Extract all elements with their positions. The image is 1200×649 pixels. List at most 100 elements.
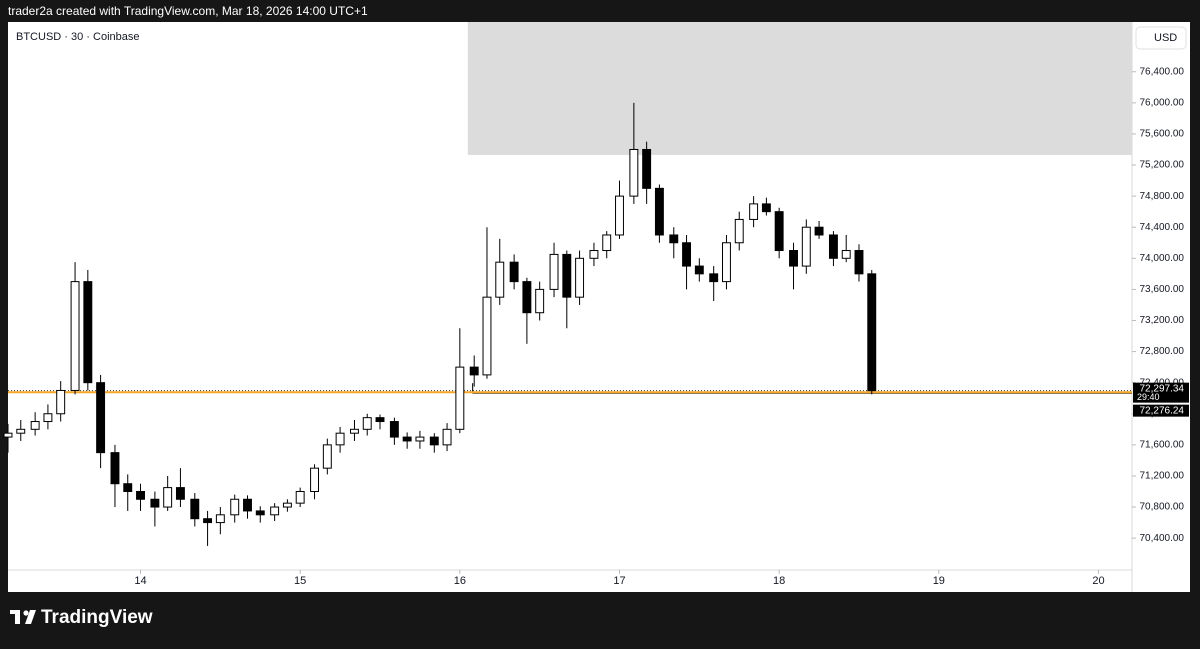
candle-body xyxy=(722,242,731,283)
candle-body xyxy=(774,211,784,252)
candle-body xyxy=(828,234,838,259)
candle-body xyxy=(30,421,40,430)
y-tick-label: 74,800.00 xyxy=(1140,191,1185,202)
candle-body xyxy=(375,417,385,423)
candle-body xyxy=(16,428,26,434)
x-tick-label: 17 xyxy=(613,575,625,587)
candle-body xyxy=(56,389,66,415)
y-tick-label: 71,600.00 xyxy=(1140,439,1185,450)
y-tick-label: 75,200.00 xyxy=(1140,160,1185,171)
candle-body xyxy=(469,366,479,376)
x-tick-label: 14 xyxy=(134,575,146,587)
candle-body xyxy=(203,518,213,524)
last-price-label: 72,297.34 xyxy=(1140,383,1185,394)
candle-body xyxy=(415,436,425,442)
x-tick-label: 16 xyxy=(454,575,466,587)
candle-body xyxy=(270,506,280,516)
candle-body xyxy=(255,510,265,516)
candle-body xyxy=(814,226,824,236)
candle-body xyxy=(150,498,160,508)
alert-price-label: 72,276.24 xyxy=(1140,405,1185,416)
candle-body xyxy=(83,281,93,384)
candle-body xyxy=(841,250,851,259)
tradingview-logo xyxy=(10,610,36,624)
candle-body xyxy=(123,483,133,492)
candle-body xyxy=(70,281,80,391)
logo-part xyxy=(25,610,36,624)
candle-body xyxy=(175,487,185,500)
candle-body xyxy=(389,421,399,438)
currency-box[interactable] xyxy=(1135,26,1187,50)
candle-body xyxy=(669,234,679,244)
candle-body xyxy=(789,250,798,267)
x-tick-label: 20 xyxy=(1092,575,1104,587)
candle-body xyxy=(190,498,200,520)
y-tick-label: 70,400.00 xyxy=(1140,533,1185,544)
last-price-box xyxy=(1133,382,1189,403)
candle-body xyxy=(575,257,585,298)
y-tick-label: 71,200.00 xyxy=(1140,471,1185,482)
candle-body xyxy=(482,296,492,376)
candle-body xyxy=(442,428,452,446)
y-tick-label: 73,600.00 xyxy=(1140,284,1185,295)
candle-body xyxy=(549,253,559,290)
y-tick-label: 72,800.00 xyxy=(1140,346,1185,357)
candle-body xyxy=(3,432,13,438)
x-tick-label: 15 xyxy=(294,575,306,587)
zone xyxy=(467,22,1132,155)
candle-body xyxy=(694,265,704,275)
candle-body xyxy=(642,148,652,189)
candle-body xyxy=(682,242,692,267)
candle-body xyxy=(230,498,240,516)
candle-body xyxy=(654,187,664,236)
candle-body xyxy=(295,490,305,504)
candle-body xyxy=(402,436,412,442)
candle-body xyxy=(509,261,519,283)
candle-body xyxy=(243,498,252,512)
y-tick-label: 74,400.00 xyxy=(1140,222,1185,233)
y-tick-label: 73,200.00 xyxy=(1140,315,1185,326)
countdown: 29:40 xyxy=(1137,392,1160,402)
logo-part xyxy=(15,610,20,624)
candle-body xyxy=(282,502,292,508)
x-tick-label: 18 xyxy=(773,575,785,587)
brand: TradingView xyxy=(41,607,153,628)
candle-body xyxy=(615,195,624,236)
candle-body xyxy=(589,250,599,259)
candle-body xyxy=(362,417,372,430)
candle-body xyxy=(562,253,572,298)
candle-body xyxy=(761,203,771,213)
symbol-title: BTCUSD · 30 · Coinbase xyxy=(16,31,140,43)
y-tick-label: 70,800.00 xyxy=(1140,502,1185,513)
candle-body xyxy=(163,487,173,508)
y-tick-label: 74,000.00 xyxy=(1140,253,1185,264)
candle-body xyxy=(867,273,877,392)
y-tick-label: 75,600.00 xyxy=(1140,129,1185,140)
candle-body xyxy=(522,281,532,314)
candle-body xyxy=(854,250,864,275)
candle-body xyxy=(110,452,120,485)
plot xyxy=(3,22,1132,546)
logo-part xyxy=(23,610,29,616)
candle-body xyxy=(602,234,612,252)
candle-body xyxy=(801,226,811,267)
alert-price-box xyxy=(1133,404,1189,417)
candle-body xyxy=(709,273,719,283)
x-tick-label: 19 xyxy=(933,575,945,587)
candle-body xyxy=(310,467,320,492)
candle-body xyxy=(495,261,505,298)
candle-body xyxy=(43,413,53,423)
candle-body xyxy=(322,444,332,469)
candle-body xyxy=(429,436,439,446)
candle-body xyxy=(335,432,345,446)
candle-body xyxy=(350,428,359,434)
candle-body xyxy=(535,288,545,314)
candle-body xyxy=(629,148,639,197)
candle-body xyxy=(749,203,759,220)
y-tick-label: 76,000.00 xyxy=(1140,97,1185,108)
currency[interactable]: USD xyxy=(1154,32,1177,44)
y-tick-label: 76,400.00 xyxy=(1140,66,1185,77)
candle-body xyxy=(455,366,465,430)
